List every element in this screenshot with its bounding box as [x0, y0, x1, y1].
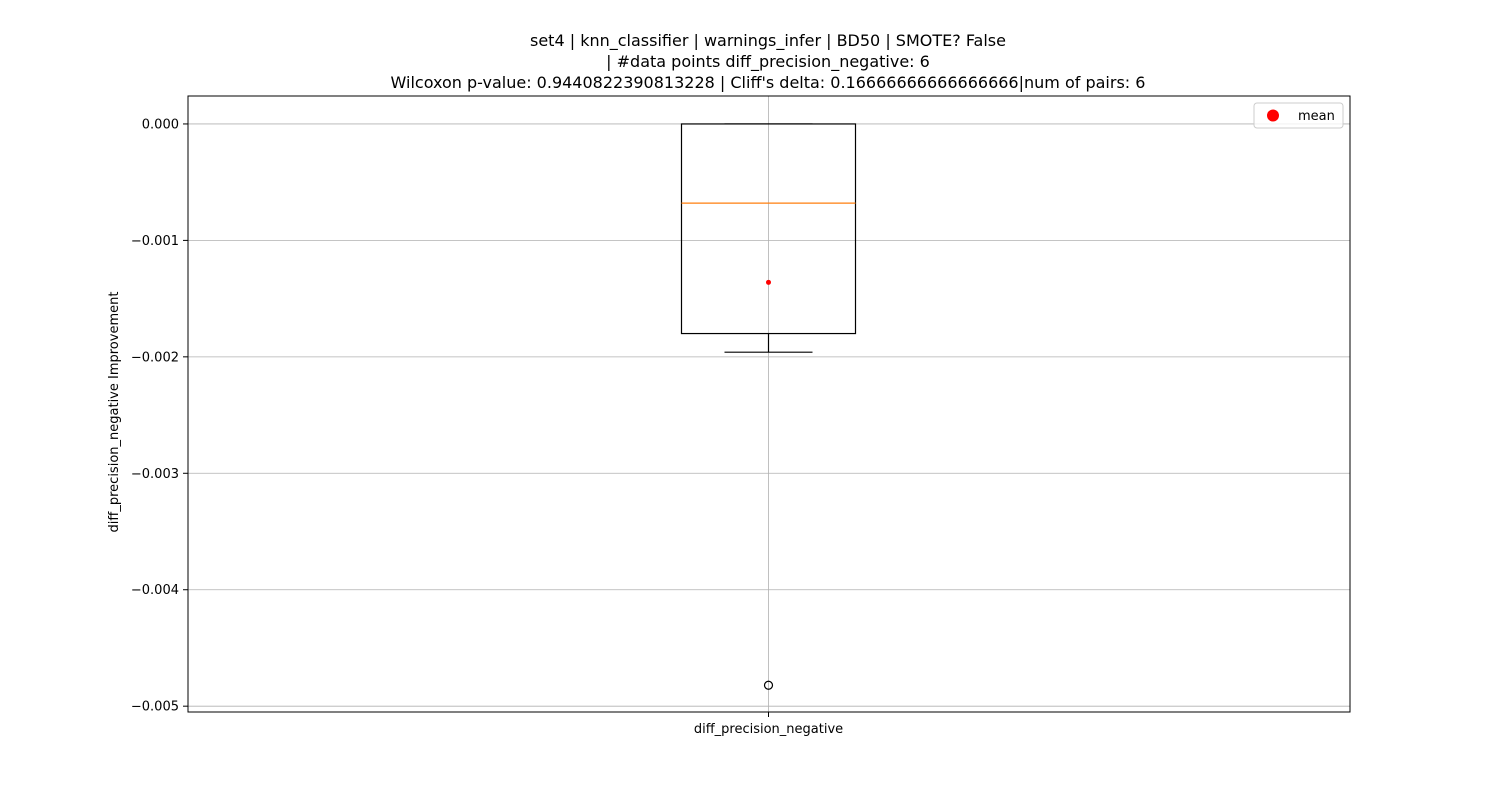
legend-marker-mean: [1267, 109, 1279, 122]
legend: mean: [1253, 102, 1344, 129]
y-tick-label-3: −0.003: [131, 467, 179, 482]
grid-lines: [188, 96, 1350, 712]
box-iqr: [680, 123, 857, 335]
mean-point: [766, 279, 771, 285]
x-axis-ticks: diff_precision_negative: [694, 712, 843, 737]
plot-area-frame: [187, 95, 1351, 713]
x-tick-label-0: diff_precision_negative: [694, 722, 843, 737]
title-line-1: set4 | knn_classifier | warnings_infer |…: [530, 31, 1006, 51]
y-tick-label-0: 0.000: [142, 117, 179, 132]
y-axis-label: diff_precision_negative Improvement: [107, 292, 122, 533]
title-line-2: | #data points diff_precision_negative: …: [606, 52, 930, 72]
y-tick-label-1: −0.001: [131, 234, 179, 249]
chart-title: set4 | knn_classifier | warnings_infer |…: [391, 31, 1146, 92]
title-line-3: Wilcoxon p-value: 0.9440822390813228 | C…: [391, 73, 1146, 92]
outlier-point-0: [763, 680, 774, 690]
y-tick-label-4: −0.004: [131, 583, 179, 598]
y-tick-label-5: −0.005: [131, 700, 179, 715]
legend-label-mean: mean: [1298, 109, 1335, 124]
y-axis-ticks: 0.000 −0.001 −0.002 −0.003 −0.004 −0.005: [131, 117, 188, 715]
box-series: [680, 123, 857, 690]
legend-frame: [1253, 102, 1344, 129]
y-tick-label-2: −0.002: [131, 350, 179, 365]
